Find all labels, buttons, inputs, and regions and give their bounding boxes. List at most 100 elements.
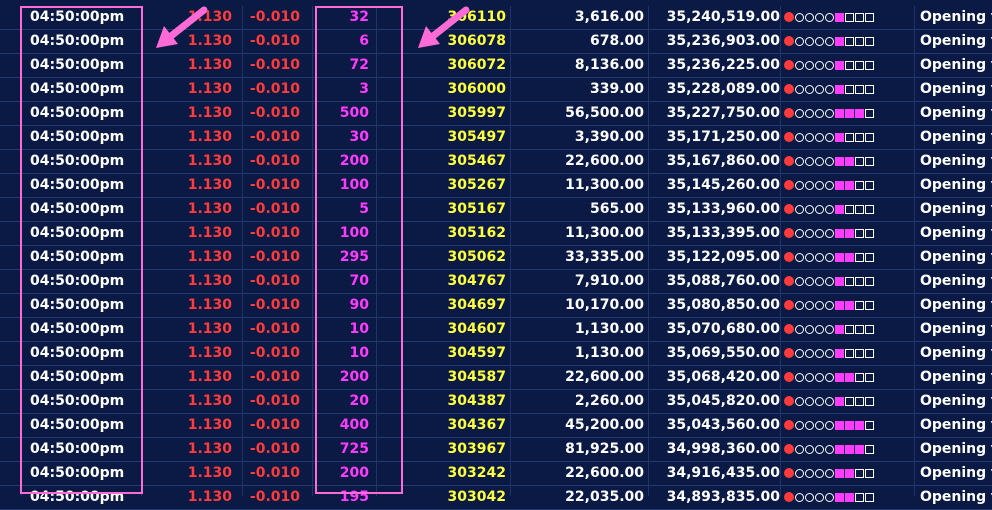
trade-size-indicator [784, 83, 875, 95]
trade-sequence: 306078 [447, 33, 506, 49]
trade-volume: 200 [339, 153, 369, 169]
trade-volume: 5 [359, 201, 369, 217]
circle-outline-icon [805, 84, 814, 94]
trade-size-indicator [784, 323, 875, 335]
size-square-icon [835, 492, 844, 502]
circle-outline-icon [795, 108, 804, 118]
trade-volume: 295 [339, 249, 369, 265]
trade-sequence: 305267 [447, 177, 506, 193]
trade-row[interactable]: 04:50:00pm 1.130 -0.010 295 305062 33,335.00 3… [0, 246, 992, 270]
size-square-icon [855, 180, 864, 190]
trade-sequence: 304587 [447, 369, 506, 385]
trade-row[interactable]: 04:50:00pm 1.130 -0.010 195 303042 22,035.00 3… [0, 486, 992, 510]
trade-price: 1.130 [187, 417, 232, 433]
trade-price: 1.130 [187, 201, 232, 217]
circle-outline-icon [805, 324, 814, 334]
circle-outline-icon [815, 396, 824, 406]
trade-row[interactable]: 04:50:00pm 1.130 -0.010 20 304387 2,260.00 35,… [0, 390, 992, 414]
trade-price: 1.130 [187, 225, 232, 241]
trade-row[interactable]: 04:50:00pm 1.130 -0.010 10 304607 1,130.00 35,… [0, 318, 992, 342]
trade-volume: 725 [339, 441, 369, 457]
circle-outline-icon [815, 204, 824, 214]
circle-outline-icon [825, 348, 834, 358]
circle-outline-icon [805, 300, 814, 310]
red-dot-icon [784, 468, 794, 478]
trade-row[interactable]: 04:50:00pm 1.130 -0.010 400 304367 45,200.00 3… [0, 414, 992, 438]
circle-outline-icon [825, 60, 834, 70]
size-square-icon [865, 492, 874, 502]
size-square-icon [865, 228, 874, 238]
trade-size-indicator [784, 299, 875, 311]
size-square-icon [845, 420, 854, 430]
circle-outline-icon [805, 492, 814, 502]
trade-price: 1.130 [187, 249, 232, 265]
size-square-icon [845, 492, 854, 502]
trade-row[interactable]: 04:50:00pm 1.130 -0.010 32 306110 3,616.00 35,… [0, 6, 992, 30]
trade-type: Opening t [920, 33, 992, 49]
trade-row[interactable]: 04:50:00pm 1.130 -0.010 90 304697 10,170.00 35… [0, 294, 992, 318]
trade-value: 22,600.00 [565, 369, 644, 385]
trade-row[interactable]: 04:50:00pm 1.130 -0.010 30 305497 3,390.00 35,… [0, 126, 992, 150]
trade-row[interactable]: 04:50:00pm 1.130 -0.010 70 304767 7,910.00 35,… [0, 270, 992, 294]
size-square-icon [855, 156, 864, 166]
size-square-icon [855, 252, 864, 262]
circle-outline-icon [805, 36, 814, 46]
trade-row[interactable]: 04:50:00pm 1.130 -0.010 100 305162 11,300.00 3… [0, 222, 992, 246]
trade-type: Opening t [920, 201, 992, 217]
trade-volume: 70 [349, 273, 369, 289]
trade-row[interactable]: 04:50:00pm 1.130 -0.010 725 303967 81,925.00 3… [0, 438, 992, 462]
trade-value: 33,335.00 [565, 249, 644, 265]
red-dot-icon [784, 204, 794, 214]
size-square-icon [855, 228, 864, 238]
circle-outline-icon [795, 12, 804, 22]
red-dot-icon [784, 396, 794, 406]
trade-size-indicator [784, 11, 875, 23]
circle-outline-icon [795, 36, 804, 46]
circle-outline-icon [815, 228, 824, 238]
red-dot-icon [784, 420, 794, 430]
trade-time: 04:50:00pm [30, 345, 125, 361]
size-square-icon [835, 324, 844, 334]
trade-row[interactable]: 04:50:00pm 1.130 -0.010 500 305997 56,500.00 3… [0, 102, 992, 126]
trade-row[interactable]: 04:50:00pm 1.130 -0.010 5 305167 565.00 35,133… [0, 198, 992, 222]
size-square-icon [845, 132, 854, 142]
size-square-icon [845, 60, 854, 70]
trade-size-indicator [784, 227, 875, 239]
size-square-icon [845, 84, 854, 94]
price-change: -0.010 [249, 33, 300, 49]
trade-row[interactable]: 04:50:00pm 1.130 -0.010 100 305267 11,300.00 3… [0, 174, 992, 198]
cumulative-value: 35,043,560.00 [666, 417, 780, 433]
trade-sequence: 305467 [447, 153, 506, 169]
trade-row[interactable]: 04:50:00pm 1.130 -0.010 10 304597 1,130.00 35,… [0, 342, 992, 366]
red-dot-icon [784, 300, 794, 310]
trade-type: Opening t [920, 465, 992, 481]
trade-type: Opening t [920, 297, 992, 313]
trade-row[interactable]: 04:50:00pm 1.130 -0.010 200 303242 22,600.00 3… [0, 462, 992, 486]
cumulative-value: 35,122,095.00 [666, 249, 780, 265]
red-dot-icon [784, 372, 794, 382]
trade-sequence: 304697 [447, 297, 506, 313]
trade-value: 2,260.00 [574, 393, 644, 409]
red-dot-icon [784, 444, 794, 454]
circle-outline-icon [825, 276, 834, 286]
trade-row[interactable]: 04:50:00pm 1.130 -0.010 3 306000 339.00 35,228… [0, 78, 992, 102]
trade-row[interactable]: 04:50:00pm 1.130 -0.010 200 305467 22,600.00 3… [0, 150, 992, 174]
circle-outline-icon [825, 372, 834, 382]
red-dot-icon [784, 228, 794, 238]
column-divider [648, 6, 649, 496]
trade-row[interactable]: 04:50:00pm 1.130 -0.010 72 306072 8,136.00 35,… [0, 54, 992, 78]
trade-value: 678.00 [589, 33, 644, 49]
trade-time: 04:50:00pm [30, 249, 125, 265]
trade-price: 1.130 [187, 9, 232, 25]
cumulative-value: 35,069,550.00 [666, 345, 780, 361]
size-square-icon [845, 396, 854, 406]
column-divider [510, 6, 511, 496]
circle-outline-icon [825, 420, 834, 430]
red-dot-icon [784, 180, 794, 190]
trade-size-indicator [784, 347, 875, 359]
price-change: -0.010 [249, 201, 300, 217]
trade-row[interactable]: 04:50:00pm 1.130 -0.010 200 304587 22,600.00 3… [0, 366, 992, 390]
trade-row[interactable]: 04:50:00pm 1.130 -0.010 6 306078 678.00 35,236… [0, 30, 992, 54]
trade-volume: 100 [339, 177, 369, 193]
